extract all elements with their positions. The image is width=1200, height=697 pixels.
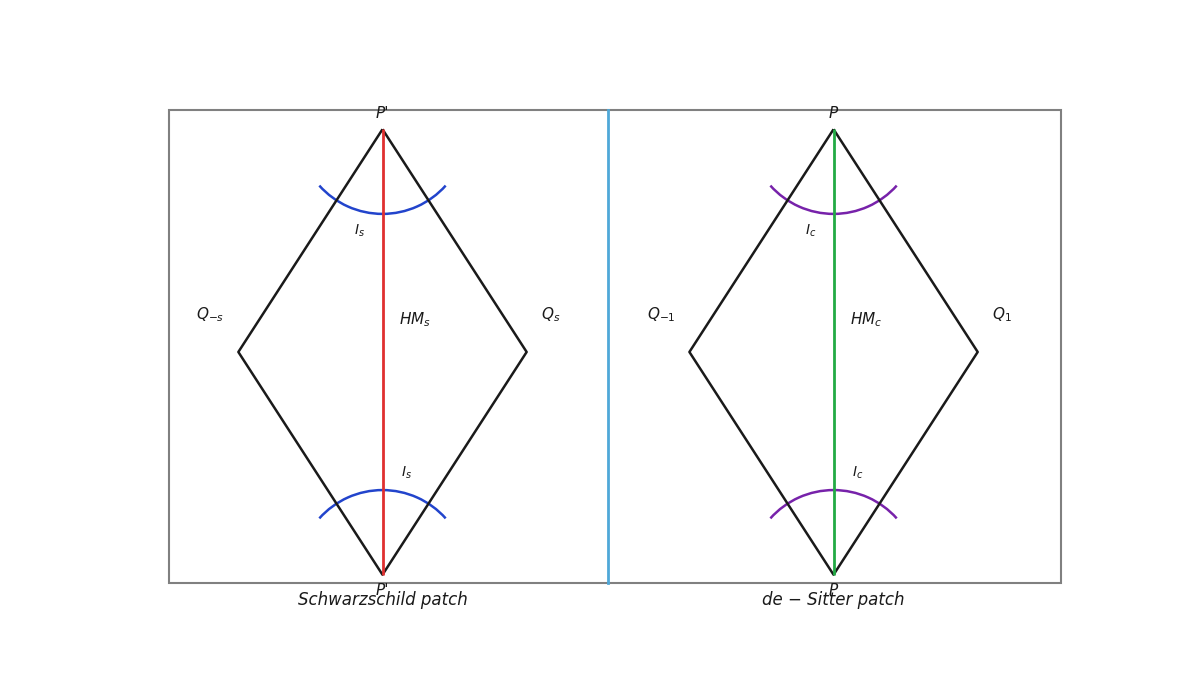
Text: P': P': [376, 106, 389, 121]
Text: $Q_1$: $Q_1$: [991, 305, 1012, 324]
Text: P: P: [829, 106, 838, 121]
Text: de − Sitter patch: de − Sitter patch: [762, 591, 905, 608]
Text: $HM_s$: $HM_s$: [400, 310, 431, 329]
Text: $I_s$: $I_s$: [401, 465, 412, 481]
Text: $Q_{-1}$: $Q_{-1}$: [647, 305, 676, 324]
Text: P': P': [376, 583, 389, 598]
Text: $I_c$: $I_c$: [852, 465, 864, 481]
Text: $HM_c$: $HM_c$: [851, 310, 883, 329]
Text: $I_s$: $I_s$: [354, 223, 365, 239]
Text: $Q_s$: $Q_s$: [541, 305, 560, 324]
Text: P: P: [829, 583, 838, 598]
Text: $I_c$: $I_c$: [805, 223, 816, 239]
Text: $Q_{-s}$: $Q_{-s}$: [196, 305, 224, 324]
Text: Schwarzschild patch: Schwarzschild patch: [298, 591, 467, 608]
FancyBboxPatch shape: [168, 110, 1062, 583]
